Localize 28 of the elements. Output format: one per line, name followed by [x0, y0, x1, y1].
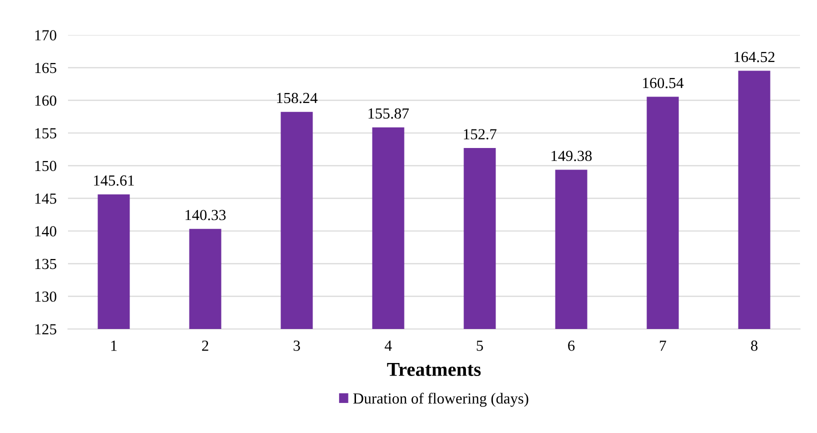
- y-tick-label: 170: [35, 30, 56, 40]
- y-tick-label: 150: [35, 160, 56, 172]
- data-label: 158.24: [277, 92, 318, 104]
- x-tick-label: 2: [202, 340, 208, 351]
- x-tick-label: 7: [660, 340, 666, 351]
- y-tick-label: 165: [35, 62, 56, 74]
- x-axis-title: Treatments: [387, 363, 481, 376]
- data-label: 140.33: [186, 210, 226, 220]
- data-label: 149.38: [552, 150, 592, 162]
- y-tick-label: 160: [35, 95, 56, 106]
- x-tick-label: 1: [111, 340, 117, 351]
- data-label: 160.54: [643, 78, 684, 88]
- y-tick-label: 135: [35, 258, 56, 270]
- y-tick-label: 130: [35, 291, 56, 302]
- data-label: 152.7: [464, 129, 496, 140]
- x-tick-label: 5: [476, 340, 483, 351]
- legend-label: Duration of flowering (days): [353, 392, 528, 407]
- data-label: 155.87: [368, 108, 409, 119]
- data-label: 145.61: [94, 175, 134, 186]
- y-tick-label: 140: [35, 226, 56, 236]
- y-tick-label: 125: [35, 324, 56, 334]
- x-tick-label: 8: [751, 340, 758, 351]
- y-tick-label: 145: [35, 194, 56, 204]
- x-tick-label: 4: [384, 340, 392, 351]
- y-tick-label: 155: [35, 128, 56, 138]
- x-tick-label: 6: [568, 340, 575, 351]
- x-tick-label: 3: [294, 340, 300, 351]
- data-label: 164.52: [734, 52, 774, 62]
